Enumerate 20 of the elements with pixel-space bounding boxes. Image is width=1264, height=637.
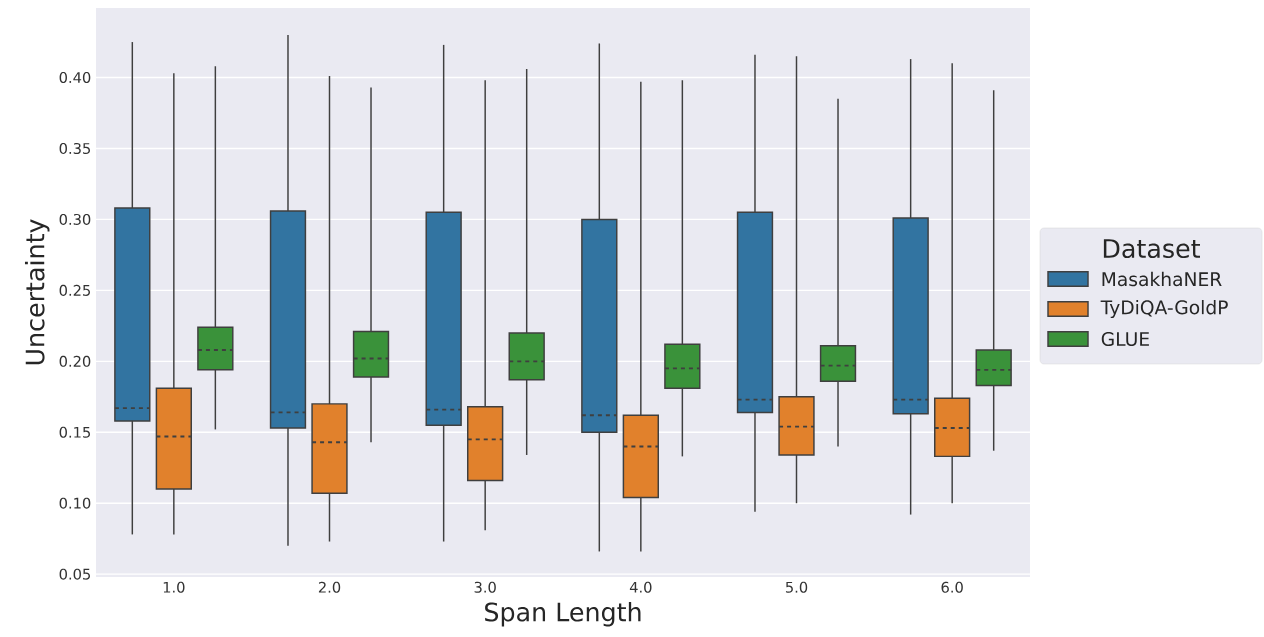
legend-label: TyDiQA-GoldP: [1100, 299, 1228, 319]
y-tick-label: 0.05: [59, 568, 91, 580]
legend-label: MasakhaNER: [1102, 271, 1222, 287]
y-tick-label: 0.30: [59, 213, 91, 225]
y-axis-title: Uncertainty: [24, 219, 50, 365]
y-tick-label: 0.10: [59, 497, 91, 509]
y-tick-label: 0.35: [59, 142, 91, 155]
x-tick-label: 1.0: [163, 581, 185, 593]
y-tick-label: 0.20: [59, 355, 91, 367]
y-tick-label: 0.15: [59, 426, 91, 438]
x-tick-label: 5.0: [785, 581, 808, 593]
x-tick-label: 6.0: [941, 581, 963, 593]
legend-label: GLUE: [1101, 331, 1149, 347]
x-tick-label: 3.0: [474, 581, 496, 593]
legend-title: Dataset: [1103, 239, 1201, 259]
x-tick-label: 2.0: [318, 581, 341, 593]
y-tick-label: 0.40: [59, 71, 91, 84]
x-tick-label: 4.0: [629, 581, 652, 593]
x-axis-title: Span Length: [485, 601, 641, 627]
y-tick-label: 0.25: [59, 284, 91, 296]
